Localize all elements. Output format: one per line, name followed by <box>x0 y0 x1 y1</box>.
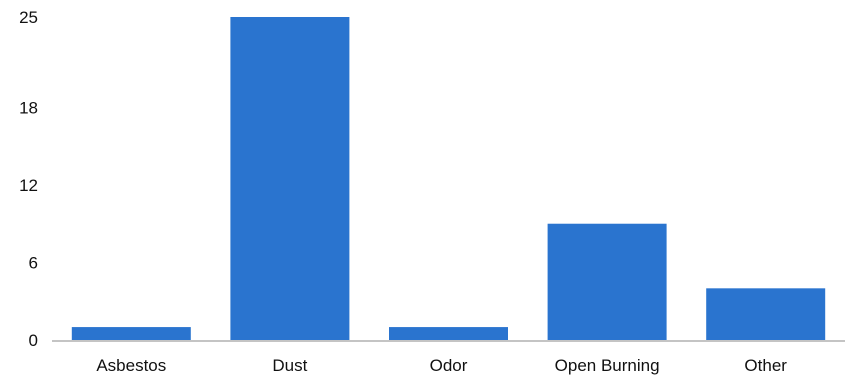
y-axis-ticks: 0 6 12 18 25 <box>19 8 38 350</box>
y-tick-label: 6 <box>29 253 38 272</box>
x-tick-label: Dust <box>272 356 307 375</box>
y-tick-label: 18 <box>19 98 38 117</box>
bar-asbestos <box>71 327 191 340</box>
x-tick-label: Asbestos <box>96 356 166 375</box>
x-tick-label: Odor <box>430 356 468 375</box>
bar-dust <box>230 17 350 340</box>
bar-odor <box>389 327 508 340</box>
x-axis-labels: Asbestos Dust Odor Open Burning Other <box>96 356 787 375</box>
bar-open-burning <box>547 223 667 340</box>
y-tick-label: 12 <box>19 176 38 195</box>
y-tick-label: 25 <box>19 8 38 27</box>
x-tick-label: Open Burning <box>555 356 660 375</box>
bar-other <box>706 288 826 340</box>
y-tick-label: 0 <box>29 331 38 350</box>
bars-group <box>71 17 826 340</box>
x-tick-label: Other <box>744 356 787 375</box>
